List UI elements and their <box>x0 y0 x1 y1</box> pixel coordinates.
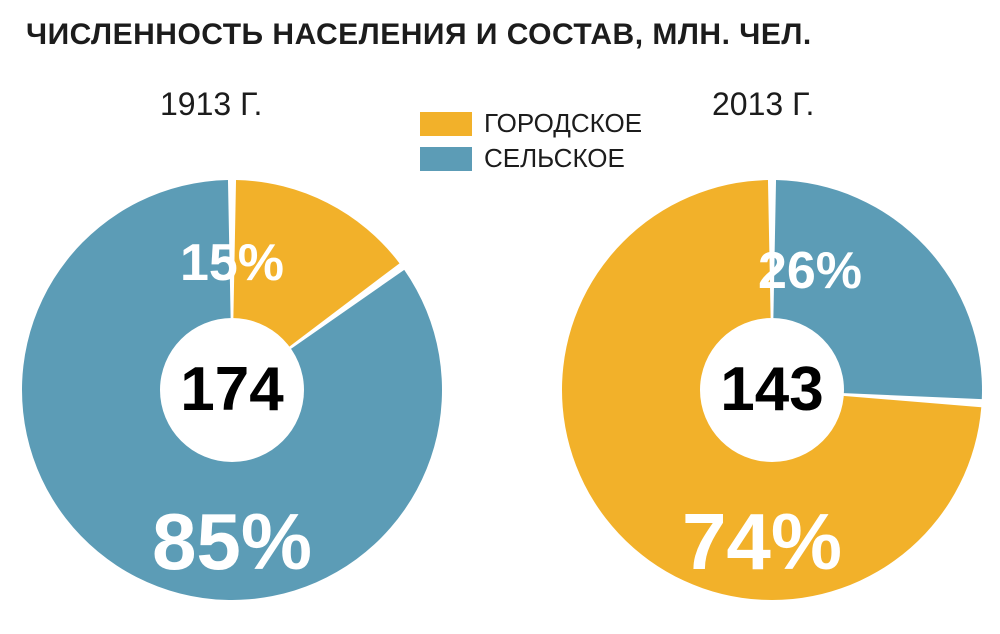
legend: ГОРОДСКОЕ СЕЛЬСКОЕ <box>420 108 642 178</box>
chart-year-1913: 1913 Г. <box>160 86 262 123</box>
legend-label-rural: СЕЛЬСКОЕ <box>484 143 625 174</box>
legend-item-rural: СЕЛЬСКОЕ <box>420 143 642 174</box>
center-value-1913: 174 <box>152 354 312 425</box>
legend-label-urban: ГОРОДСКОЕ <box>484 108 642 139</box>
pct-label-1913-urban: 15% <box>122 233 342 293</box>
pct-label-2013-rural: 26% <box>700 241 920 301</box>
pct-label-2013-urban: 74% <box>652 496 872 588</box>
legend-swatch-urban <box>420 112 472 136</box>
legend-item-urban: ГОРОДСКОЕ <box>420 108 642 139</box>
page-title: ЧИСЛЕННОСТЬ НАСЕЛЕНИЯ И СОСТАВ, МЛН. ЧЕЛ… <box>26 18 812 52</box>
legend-swatch-rural <box>420 147 472 171</box>
center-value-2013: 143 <box>692 354 852 425</box>
chart-year-2013: 2013 Г. <box>712 86 814 123</box>
pct-label-1913-rural: 85% <box>122 496 342 588</box>
